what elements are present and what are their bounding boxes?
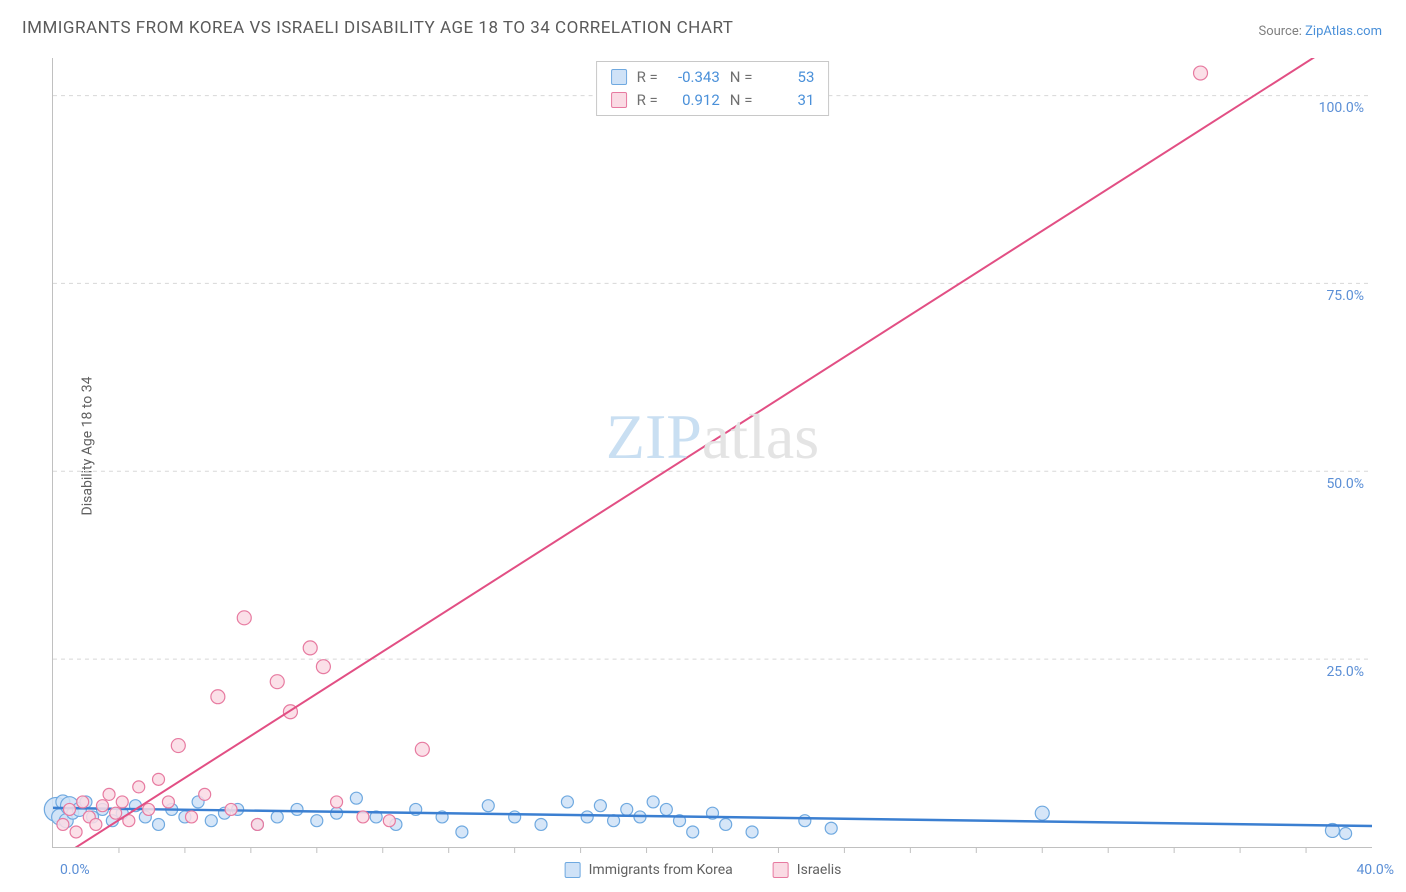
legend-label-israeli: Israelis [797, 862, 842, 878]
legend-bottom: Immigrants from Korea Israelis [565, 862, 842, 878]
source-link[interactable]: ZipAtlas.com [1305, 24, 1382, 39]
source-label: Source: [1258, 24, 1305, 39]
legend-swatch-korea [565, 862, 581, 878]
swatch-korea [611, 69, 627, 85]
chart-plot-area: ZIPatlas R = -0.343 N = 53 R = 0.912 N =… [52, 58, 1372, 848]
stat-r-label: R = [637, 66, 658, 89]
stat-n-label-2: N = [730, 89, 753, 112]
legend-item-korea: Immigrants from Korea [565, 862, 733, 878]
stat-legend-box: R = -0.343 N = 53 R = 0.912 N = 31 [596, 61, 830, 116]
y-tick-label: 25.0% [1326, 664, 1364, 680]
chart-title: IMMIGRANTS FROM KOREA VS ISRAELI DISABIL… [22, 18, 733, 38]
legend-label-korea: Immigrants from Korea [589, 862, 733, 878]
stat-r-label-2: R = [637, 89, 658, 112]
y-tick-label: 75.0% [1326, 288, 1364, 304]
swatch-israeli [611, 92, 627, 108]
stat-n-korea: 53 [762, 66, 814, 89]
plot-svg [53, 58, 1372, 847]
legend-item-israeli: Israelis [773, 862, 842, 878]
stat-r-israeli: 0.912 [668, 89, 720, 112]
stat-r-korea: -0.343 [668, 66, 720, 89]
origin-tick-label: 0.0% [60, 862, 90, 878]
y-tick-label: 100.0% [1319, 100, 1364, 116]
legend-swatch-israeli [773, 862, 789, 878]
y-tick-label: 50.0% [1326, 476, 1364, 492]
stat-row-israeli: R = 0.912 N = 31 [611, 89, 815, 112]
x-max-tick-label: 40.0% [1356, 862, 1394, 878]
stat-n-label: N = [730, 66, 753, 89]
stat-n-israeli: 31 [762, 89, 814, 112]
source-attribution: Source: ZipAtlas.com [1258, 24, 1382, 39]
stat-row-korea: R = -0.343 N = 53 [611, 66, 815, 89]
